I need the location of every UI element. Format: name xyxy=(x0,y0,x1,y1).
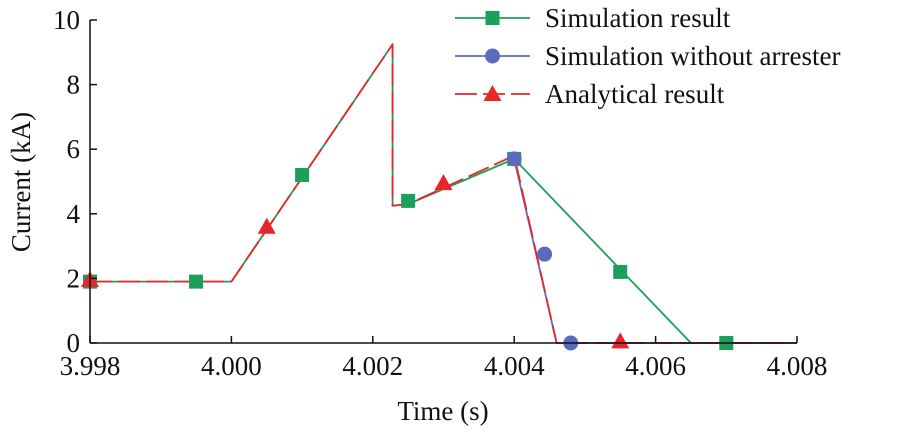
legend-marker-simulation-without-arrester xyxy=(485,48,500,64)
data-point-analytical-result xyxy=(257,217,276,234)
y-axis-label: Current (kA) xyxy=(6,112,36,252)
data-point-simulation-result xyxy=(401,193,416,208)
axes: 3.998 4.000 4.002 4.004 4.006 4.008 0 2 4 6 8 10 xyxy=(53,5,827,381)
data-point-analytical-result xyxy=(611,332,630,349)
legend-label-simulation-without-arrester: Simulation without arrester xyxy=(545,41,840,71)
x-tick-label: 4.000 xyxy=(201,351,262,381)
data-point-simulation-without-arrester xyxy=(506,151,522,167)
x-tick-label: 3.998 xyxy=(60,351,121,381)
x-tick-label: 4.008 xyxy=(767,351,828,381)
legend-label-simulation-result: Simulation result xyxy=(545,3,731,33)
legend-label-analytical-result: Analytical result xyxy=(545,79,725,109)
y-tick-label: 2 xyxy=(67,263,81,293)
series-line-simulation-without-arrester xyxy=(513,158,797,344)
data-point-simulation-result xyxy=(613,264,628,279)
data-point-simulation-without-arrester xyxy=(537,246,553,262)
legend-marker-analytical-result xyxy=(483,85,502,101)
x-tick-label: 4.004 xyxy=(484,351,545,381)
legend: Simulation result Simulation without arre… xyxy=(455,3,840,109)
x-tick-label: 4.006 xyxy=(625,351,686,381)
data-point-simulation-result xyxy=(189,274,204,289)
data-point-simulation-result xyxy=(295,168,310,183)
y-tick-label: 8 xyxy=(67,70,81,100)
legend-marker-simulation-result xyxy=(485,11,500,25)
series-line-analytical-result xyxy=(90,43,797,344)
plot-area xyxy=(81,43,797,351)
x-tick-label: 4.002 xyxy=(342,351,403,381)
y-tick-label: 0 xyxy=(67,328,81,358)
y-tick-label: 4 xyxy=(67,199,81,229)
y-tick-label: 6 xyxy=(67,134,81,164)
data-point-analytical-result xyxy=(434,174,453,191)
y-tick-label: 10 xyxy=(53,5,80,35)
x-axis-label: Time (s) xyxy=(397,396,488,426)
